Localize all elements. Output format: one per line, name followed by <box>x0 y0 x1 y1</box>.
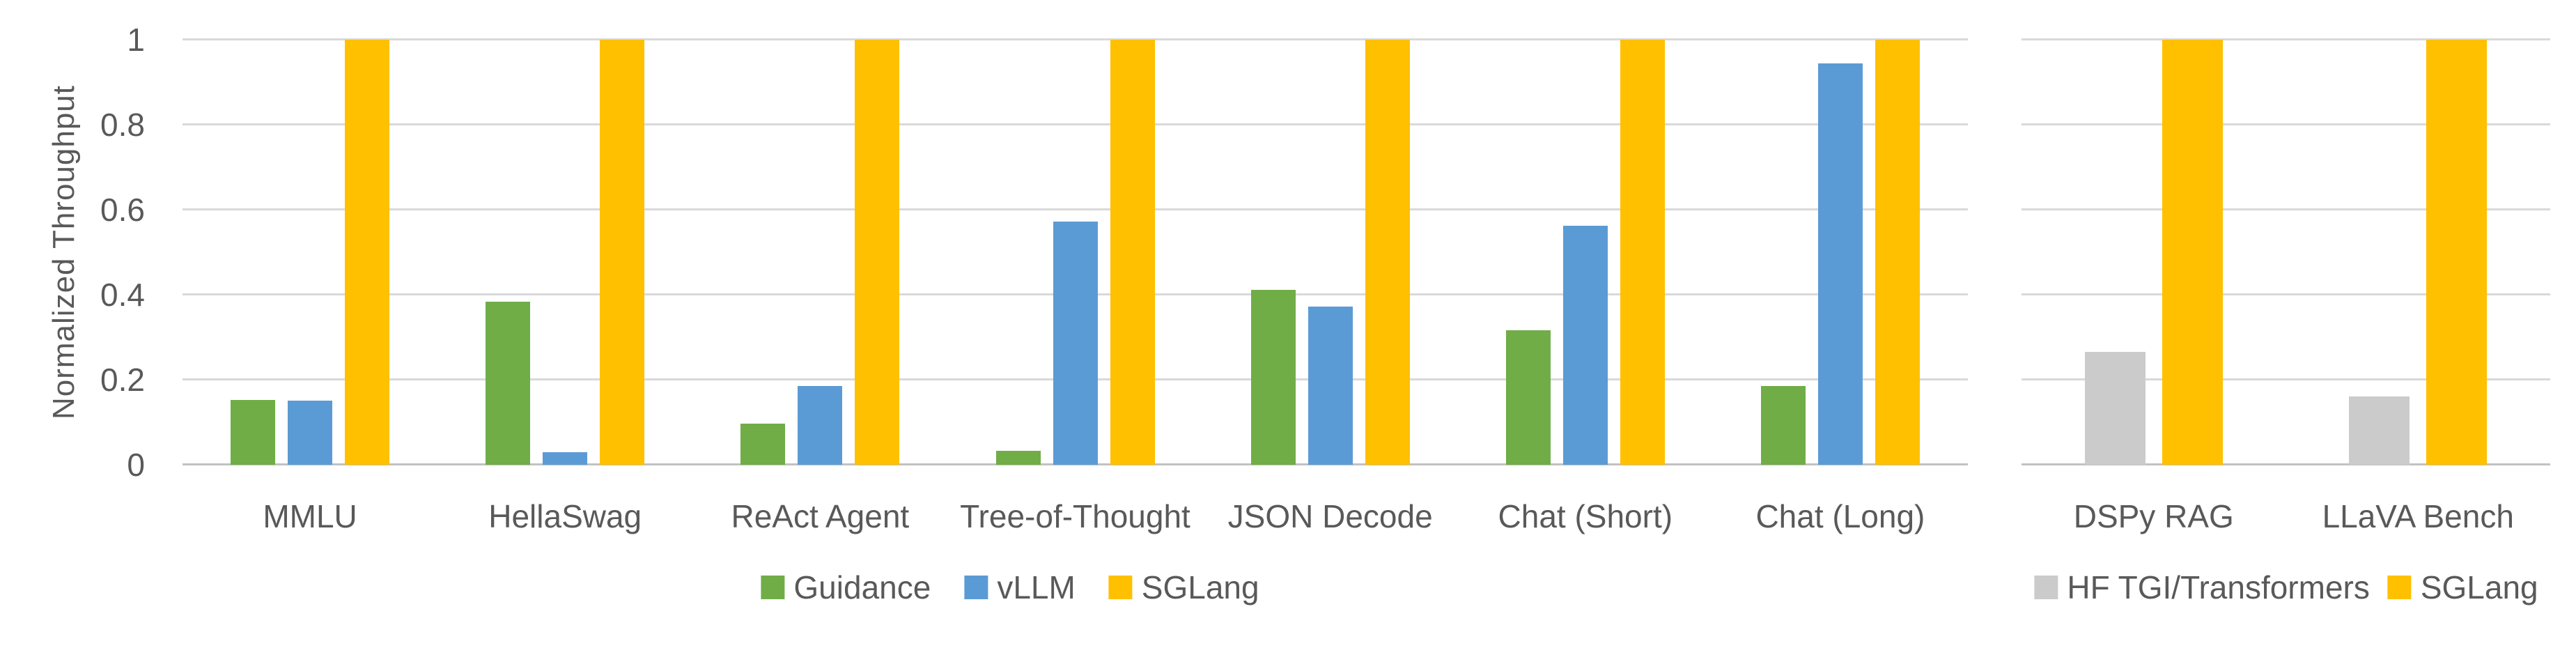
legend-label: SGLang <box>1141 569 1259 605</box>
bar-vllm-mmlu <box>288 401 333 465</box>
x-category-label: Chat (Short) <box>1498 498 1673 534</box>
left-chart-legend: Guidance vLLM SGLang <box>761 570 1259 605</box>
bar-guidance-mmlu <box>231 400 276 465</box>
gridline <box>183 123 1968 125</box>
bar-vllm-json-decode <box>1308 307 1353 465</box>
gridline <box>2022 123 2550 125</box>
bar-sglang-tree-of-thought <box>1110 40 1155 465</box>
gridline <box>2022 293 2550 295</box>
bar-sglang-json-decode <box>1365 40 1410 465</box>
x-category-label: ReAct Agent <box>731 498 910 534</box>
bar-guidance-react-agent <box>740 424 786 465</box>
x-axis-line <box>2022 463 2550 465</box>
bar-vllm-chat-long- <box>1817 63 1863 465</box>
bar-sglang-llava-bench <box>2426 40 2488 465</box>
bar-sglang-chat-long- <box>1875 40 1920 465</box>
legend-item-guidance: Guidance <box>761 570 931 605</box>
y-axis-tick-label: 0 <box>127 447 145 483</box>
legend-swatch-icon <box>761 576 785 599</box>
bar-vllm-hellaswag <box>543 452 588 465</box>
bar-guidance-tree-of-thought <box>995 451 1041 465</box>
gridline <box>2022 378 2550 380</box>
x-category-label: HellaSwag <box>488 498 642 534</box>
x-category-label: Chat (Long) <box>1755 498 1925 534</box>
bar-guidance-hellaswag <box>486 302 531 465</box>
legend-swatch-icon <box>2387 576 2412 599</box>
legend-label: Guidance <box>793 569 931 605</box>
legend-label: vLLM <box>997 569 1076 605</box>
bar-vllm-tree-of-thought <box>1053 222 1098 465</box>
y-axis-tick-label: 0.2 <box>100 362 145 398</box>
bar-sglang-chat-short- <box>1620 40 1665 465</box>
gridline <box>2022 38 2550 40</box>
gridline <box>2022 208 2550 210</box>
x-category-label: LLaVA Bench <box>2322 498 2514 534</box>
bar-vllm-chat-short- <box>1562 226 1608 465</box>
gridline <box>183 38 1968 40</box>
bar-hf-tgi-transformers-llava-bench <box>2349 396 2410 465</box>
x-category-label: DSPy RAG <box>2073 498 2234 534</box>
x-category-label: Tree-of-Thought <box>960 498 1190 534</box>
x-category-label: MMLU <box>263 498 357 534</box>
bar-sglang-mmlu <box>345 40 390 465</box>
legend-label: SGLang <box>2420 569 2538 605</box>
gridline <box>183 208 1968 210</box>
bar-sglang-hellaswag <box>600 40 645 465</box>
legend-item-hf-tgi-transformers: HF TGI/Transformers <box>2034 569 2370 605</box>
right-chart-plot-area <box>2022 38 2550 465</box>
bar-sglang-dspy-rag <box>2162 40 2223 465</box>
bar-guidance-chat-short- <box>1505 330 1551 465</box>
y-axis-tick-label: 0.4 <box>100 277 145 313</box>
y-axis-tick-label: 0.6 <box>100 192 145 228</box>
bar-sglang-react-agent <box>855 40 900 465</box>
y-axis-tick-label: 0.8 <box>100 107 145 143</box>
legend-item-sglang: SGLang <box>2387 569 2538 605</box>
legend-swatch-icon <box>964 576 988 599</box>
left-chart-plot-area <box>183 38 1968 465</box>
bar-guidance-json-decode <box>1250 290 1296 465</box>
legend-swatch-icon <box>2034 576 2058 599</box>
legend-item-vllm: vLLM <box>964 569 1076 605</box>
bar-vllm-react-agent <box>798 386 843 465</box>
bar-hf-tgi-transformers-dspy-rag <box>2084 352 2146 465</box>
y-axis-tick-label: 1 <box>127 22 145 58</box>
right-chart-legend: HF TGI/Transformers SGLang <box>2034 570 2538 605</box>
x-category-label: JSON Decode <box>1227 498 1433 534</box>
legend-swatch-icon <box>1108 576 1133 599</box>
legend-label: HF TGI/Transformers <box>2067 569 2370 605</box>
bar-guidance-chat-long- <box>1760 386 1806 465</box>
legend-item-sglang: SGLang <box>1108 569 1259 605</box>
